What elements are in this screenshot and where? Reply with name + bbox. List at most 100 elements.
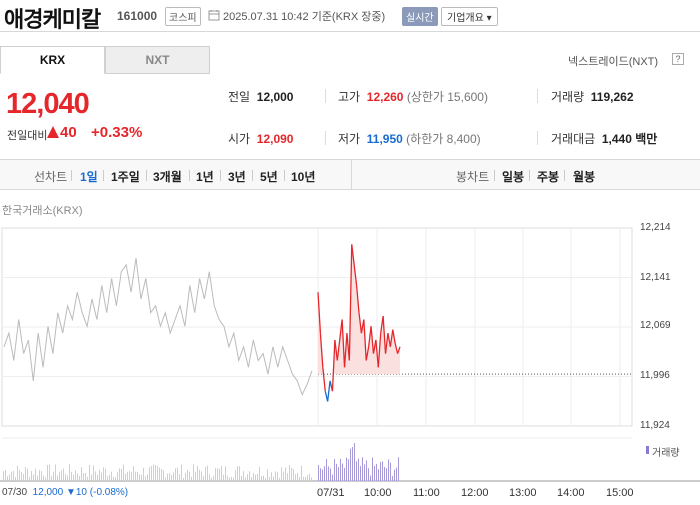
volume-bar: [157, 465, 158, 481]
nextrade-link[interactable]: 넥스트레이드(NXT): [568, 56, 659, 68]
today-line-segment: [327, 380, 331, 402]
today-line-segment: [375, 339, 379, 368]
volume-bar: [255, 474, 256, 481]
today-line-segment: [353, 264, 358, 286]
volume-bar: [271, 472, 272, 481]
realtime-button[interactable]: 실시간: [402, 7, 438, 26]
volume-bar: [227, 475, 228, 481]
volume-bar: [233, 477, 234, 481]
x-tick: 07/31: [317, 487, 345, 499]
volume-bar: [275, 471, 276, 481]
volume-bar: [35, 468, 36, 481]
volume-bar: [185, 472, 186, 481]
volume-bar: [149, 467, 150, 481]
volume-bar: [45, 477, 46, 481]
volume-bar: [109, 474, 110, 481]
volume-bar: [117, 472, 118, 481]
volume-bar: [195, 471, 196, 481]
candle-monthly[interactable]: 월봉: [573, 170, 596, 184]
candle-daily[interactable]: 일봉: [502, 170, 525, 184]
volume-bar: [318, 464, 319, 481]
volume-bar: [75, 470, 76, 481]
volume-bar: [211, 477, 212, 481]
volume-bar: [362, 457, 363, 481]
period-1d[interactable]: 1일: [80, 170, 98, 184]
volume-bar: [71, 471, 72, 481]
volume-bar: [181, 464, 182, 481]
today-line-segment: [334, 339, 338, 361]
company-info-dropdown[interactable]: 기업개요 ▾: [441, 7, 498, 26]
y-tick: 11,924: [640, 420, 670, 431]
current-price: 12,040: [6, 88, 90, 120]
volume-bar: [165, 477, 166, 481]
volume-bar: [119, 468, 120, 481]
volume-bar: [247, 474, 248, 481]
today-line-segment: [331, 339, 336, 392]
volume-bar: [364, 464, 365, 481]
volume-bar: [173, 472, 174, 481]
volume-bar: [289, 464, 290, 481]
volume-bar: [370, 475, 371, 481]
period-10y[interactable]: 10년: [291, 170, 316, 184]
volume-bar: [376, 463, 377, 481]
today-line-segment: [387, 333, 391, 347]
volume-bar: [368, 468, 369, 481]
volume-bar: [65, 474, 66, 481]
volume-bar: [133, 466, 134, 481]
period-1w[interactable]: 1주일: [111, 170, 140, 184]
volume-bar: [49, 464, 50, 481]
volume-bar: [85, 473, 86, 481]
today-line-segment: [358, 312, 363, 334]
volume-bar: [209, 474, 210, 481]
stat-volume: 거래량 119,262: [551, 90, 634, 104]
today-line-segment: [317, 292, 322, 334]
prev-day-line: [3, 257, 313, 396]
volume-bar: [265, 477, 266, 481]
volume-bar: [103, 467, 104, 481]
volume-bar: [215, 468, 216, 481]
volume-bar: [155, 465, 156, 481]
volume-bar: [21, 472, 22, 481]
help-icon[interactable]: ?: [672, 53, 684, 65]
x-tick: 11:00: [413, 487, 440, 499]
period-1y[interactable]: 1년: [196, 170, 214, 184]
period-5y[interactable]: 5년: [260, 170, 278, 184]
stat-prev: 전일 12,000: [228, 90, 294, 104]
volume-bar: [249, 471, 250, 481]
volume-bar: [267, 469, 268, 481]
volume-bar: [31, 471, 32, 481]
volume-bar: [115, 477, 116, 481]
period-3y[interactable]: 3년: [228, 170, 246, 184]
volume-bar: [366, 460, 367, 481]
today-line-segment: [377, 333, 382, 368]
volume-bar: [328, 466, 329, 481]
today-line-segment: [394, 343, 399, 354]
volume-bar: [223, 474, 224, 481]
volume-bar: [388, 459, 389, 481]
volume-bar: [291, 467, 292, 481]
volume-bar: [257, 473, 258, 481]
volume-bar: [384, 466, 385, 481]
today-line-segment: [341, 319, 346, 368]
volume-bar: [137, 471, 138, 481]
volume-bar: [231, 476, 232, 481]
volume-bar: [392, 475, 393, 481]
volume-bar: [322, 469, 323, 481]
volume-bar: [372, 457, 373, 481]
volume-bar: [285, 467, 286, 481]
quote-time: 2025.07.31 10:42 기준(KRX 장중): [223, 11, 386, 23]
today-line-segment: [351, 244, 355, 265]
period-3m[interactable]: 3개월: [153, 170, 182, 184]
volume-bar: [145, 476, 146, 481]
volume-bar: [123, 464, 124, 481]
volume-bar: [183, 477, 184, 481]
volume-bar: [121, 468, 122, 481]
volume-bar: [277, 472, 278, 481]
y-tick: 11,996: [640, 370, 670, 381]
volume-bar: [39, 470, 40, 481]
today-line-segment: [384, 333, 389, 354]
volume-bar: [13, 470, 14, 481]
tab-nxt[interactable]: NXT: [105, 46, 210, 74]
tab-krx[interactable]: KRX: [0, 46, 105, 74]
candle-weekly[interactable]: 주봉: [537, 170, 560, 184]
